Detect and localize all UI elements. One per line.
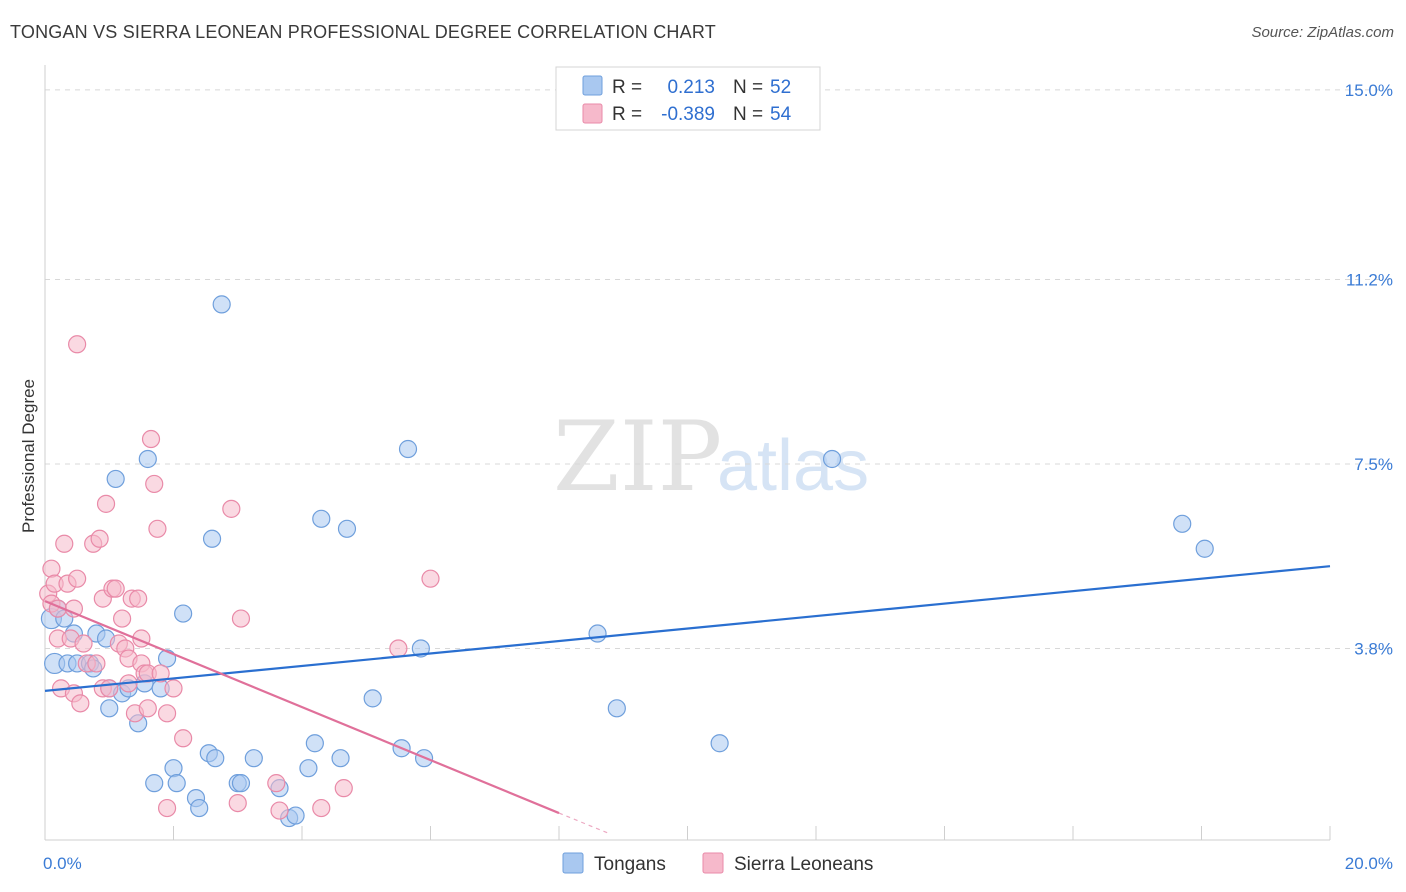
sierra-leonean-point [68,335,87,354]
legend-swatch-sierra [582,103,603,124]
legend-r-label-2: R = [612,104,642,125]
sierra-leonean-point [87,654,106,673]
tongan-trend-line [44,565,1331,692]
tongan-point [231,774,251,793]
bottom-legend-tongans: Tongans [594,854,666,875]
sierra-trend-line [44,600,560,815]
trend-lines [44,565,1331,835]
sierra-leonean-point [389,639,408,658]
sierra-leonean-point [222,499,241,518]
sierra-leonean-point [42,559,61,578]
sierra-leonean-point [157,704,177,723]
sierra-leonean-point [112,609,132,628]
tongan-point [607,699,626,718]
legend-r-label-1: R = [612,77,642,98]
tongan-point [138,449,157,469]
source-label: Source: ZipAtlas.com [1251,24,1394,41]
tongan-point [1195,539,1214,558]
watermark-atlas: atlas [717,426,869,506]
y-tick-label: 3.8% [1354,639,1393,658]
tongan-point [174,604,193,623]
sierra-leonean-point [145,474,164,494]
y-tick-label: 15.0% [1345,81,1393,100]
sierra-leonean-point [228,793,247,813]
legend-n-value-1: 52 [770,77,791,98]
tongan-point [331,749,350,768]
tongan-point [822,449,842,469]
sierra-leonean-point [129,589,148,608]
bottom-legend-swatch-tongan [562,852,584,874]
sierra-leonean-point [138,699,157,718]
bottom-legend-swatch-sierra [702,852,724,874]
sierra-leonean-point [164,679,183,698]
sierra-leonean-points [39,335,440,820]
legend-swatch-tongan [582,75,603,96]
sierra-leonean-point [96,494,116,513]
sierra-leonean-point [148,519,167,538]
tongan-point [202,529,222,548]
tongan-point [106,469,125,489]
sierra-leonean-point [55,534,74,553]
tongan-point [588,624,607,643]
sierra-leonean-point [106,579,125,598]
tongan-point [337,519,357,538]
gridlines [45,89,1395,649]
x-tick-label: 0.0% [43,854,82,873]
legend-r-value-1: 0.213 [667,77,715,98]
tongan-point [1173,514,1192,533]
sierra-leonean-point [312,798,331,818]
tongan-point [363,689,382,708]
tongan-point [244,749,263,768]
tongan-point [299,759,318,778]
legend-n-label-1: N = [733,77,763,98]
y-tick-label: 11.2% [1346,270,1393,289]
tongan-point [710,734,729,753]
y-axis-title: Professional Degree [19,379,38,533]
sierra-leonean-point [231,609,251,628]
sierra-leonean-point [157,798,177,818]
sierra-leonean-point [151,664,170,683]
tongan-points [40,295,1214,828]
tongan-point [305,734,324,753]
tongan-point [312,509,331,528]
sierra-leonean-point [270,801,289,820]
tongan-point [190,798,209,818]
watermark: ZIP atlas [553,401,869,513]
legend-box: R = 0.213 N = 52 R = -0.389 N = 54 [555,66,821,131]
sierra-leonean-point [141,429,161,449]
sierra-leonean-point [71,694,90,713]
tongan-point [100,699,119,718]
tongan-point [398,439,418,459]
bottom-legend: Tongans Sierra Leoneans [562,852,873,875]
tongan-point [145,774,164,793]
x-tick-label: 20.0% [1345,854,1393,873]
axes [44,65,1331,841]
sierra-leonean-point [90,529,109,548]
tongan-point [164,759,183,778]
sierra-leonean-point [68,569,87,588]
sierra-leonean-point [334,779,353,798]
watermark-zip: ZIP [553,401,722,513]
bottom-legend-sierra-leoneans: Sierra Leoneans [734,854,873,875]
tongan-point [286,806,305,825]
y-tick-labels: 3.8% 7.5% 11.2% 15.0% [1345,81,1393,659]
sierra-leonean-point [74,634,93,653]
x-tick-labels: 0.0% 20.0% [43,854,1393,873]
legend-n-label-2: N = [733,104,763,125]
tongan-point [167,774,186,793]
tongan-point [411,639,430,658]
tongan-point [206,749,225,768]
sierra-leonean-point [421,569,440,588]
tongan-point [212,295,231,314]
sierra-leonean-point [267,774,286,793]
legend-n-value-2: 54 [770,104,792,125]
y-tick-label: 7.5% [1354,455,1393,474]
sierra-leonean-point [100,679,119,698]
chart-title: TONGAN VS SIERRA LEONEAN PROFESSIONAL DE… [10,22,716,42]
sierra-leonean-point [174,729,193,748]
sierra-trend-extension [558,812,611,835]
legend-r-value-2: -0.389 [661,104,715,125]
